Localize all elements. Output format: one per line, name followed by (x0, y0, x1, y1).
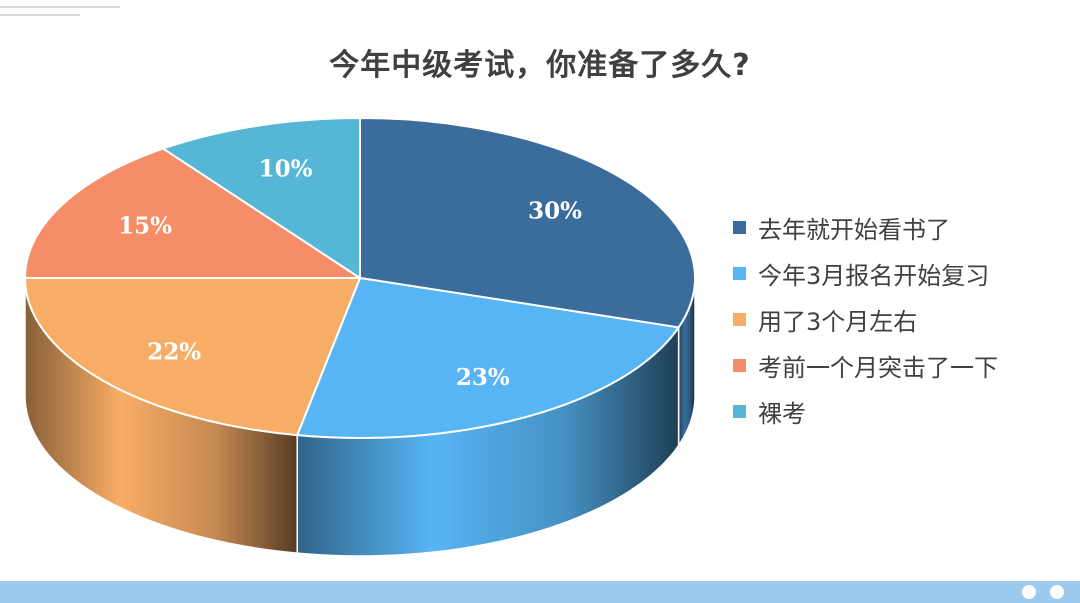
legend-swatch (733, 358, 746, 372)
pie-top (23, 116, 696, 439)
slice-2 (295, 276, 681, 439)
nav-dot-2[interactable] (1050, 585, 1064, 599)
legend-label: 裸考 (758, 399, 806, 428)
slice-4-value-label: 15% (118, 213, 172, 240)
slice-5-value-label: 10% (259, 155, 313, 182)
legend-item-3: 用了3个月左右 (733, 296, 1073, 342)
slice-4 (23, 147, 364, 279)
legend-item-5: 裸考 (733, 388, 1073, 434)
slice-1 (359, 116, 696, 329)
legend-item-4: 考前一个月突击了一下 (733, 342, 1073, 388)
chart-legend: 去年就开始看书了今年3月报名开始复习 用了3个月左右考前一个月突击了一下 裸考 (733, 204, 1073, 434)
bottom-bar (0, 581, 1080, 603)
legend-label: 去年就开始看书了 (758, 215, 950, 244)
slice-2-value-label: 23% (456, 364, 510, 391)
chart-title: 今年中级考试，你准备了多久? (329, 48, 751, 83)
pie-value-labels: 30% 23% 22% 15% 10% (118, 155, 582, 391)
legend-item-1: 去年就开始看书了 (733, 204, 1073, 250)
slice-5 (160, 116, 361, 280)
legend-item-2: 今年3月报名开始复习 (733, 250, 1073, 296)
legend-swatch (733, 404, 746, 418)
legend-label: 用了3个月左右 (758, 307, 918, 336)
legend-swatch (733, 312, 746, 326)
nav-dot-1[interactable] (1022, 585, 1036, 599)
slice-3-value-label: 22% (147, 338, 201, 365)
slice-3 (23, 277, 362, 437)
legend-label: 考前一个月突击了一下 (758, 353, 998, 382)
legend-label: 今年3月报名开始复习 (758, 261, 990, 290)
legend-swatch (733, 220, 746, 234)
corner-decoration (0, 0, 130, 24)
legend-swatch (733, 266, 746, 280)
slice-1-value-label: 30% (528, 197, 582, 224)
